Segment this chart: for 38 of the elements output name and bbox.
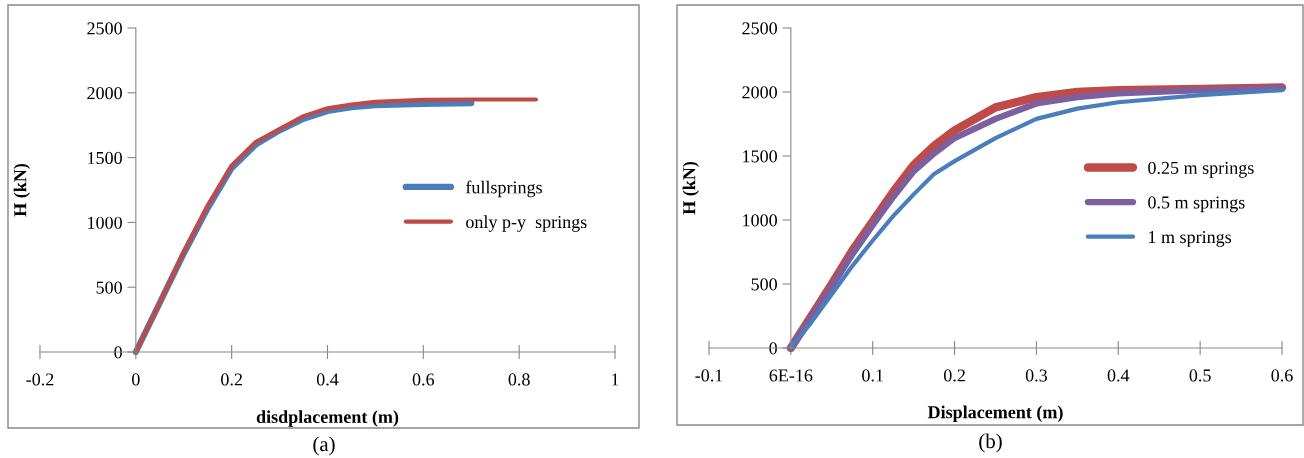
x-tick-label: 0.6 [1271,369,1293,382]
x-axis-title: disdplacement (m) [256,410,399,427]
y-tick-label: 0 [114,346,122,359]
legend-label: only p-y springs [466,215,587,232]
x-tick-label: 0.4 [1107,369,1130,382]
x-tick-label: 0.2 [221,373,242,386]
y-tick-label: 2000 [87,87,122,100]
x-tick-label: 0.5 [1189,369,1211,382]
x-tick-label: 0 [132,373,140,386]
text: (a) [313,436,335,456]
y-axis-title: H (kN) [682,161,699,215]
x-tick-label: 0.2 [943,369,965,382]
y-axis-title: H (kN) [13,163,30,217]
y-tick-label: 2000 [742,86,777,99]
x-tick-label: 0.4 [316,373,339,386]
x-tick-label: 0.3 [1025,369,1048,382]
y-tick-label: 1500 [88,151,122,165]
y-tick-label: 2500 [87,22,122,35]
x-tick-label: 0.8 [508,373,530,386]
y-tick-label: 1500 [743,150,777,163]
y-tick-label: 1000 [88,216,122,229]
text: (b) [979,433,1002,453]
legend-label: 0.25 m springs [1148,161,1254,178]
legend-label: fullsprings [465,180,542,198]
x-tick-label: 0.1 [862,369,883,382]
y-tick-label: 2500 [742,22,777,35]
x-axis-title: Displacement (m) [927,405,1063,422]
y-tick-label: 1000 [743,214,777,227]
x-tick-label: 6E-16 [769,369,813,382]
y-tick-label: 500 [96,281,122,294]
x-tick-label: 0.6 [412,373,435,386]
legend-label: 0.5 m springs [1148,196,1245,213]
y-tick-label: 0 [769,342,777,355]
x-tick-label: 1 [612,373,619,386]
legend-label: 1 m springs [1149,231,1232,247]
x-tick-label: -0.2 [26,373,54,386]
x-tick-label: -0.1 [695,369,723,382]
y-tick-label: 500 [751,278,777,291]
